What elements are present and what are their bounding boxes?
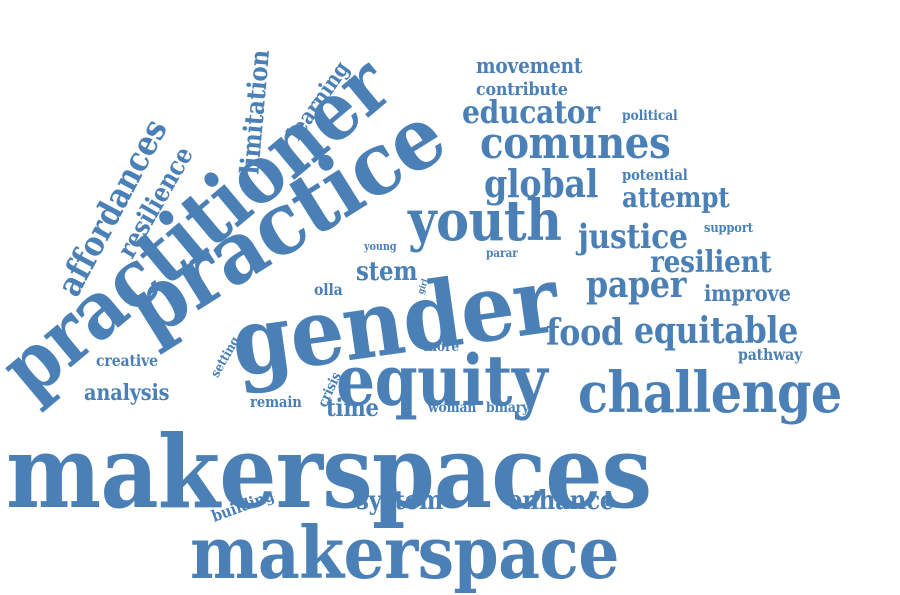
- word-makerspace: makerspace: [190, 510, 619, 595]
- word-resilient: resilient: [650, 245, 772, 280]
- word-global: global: [484, 160, 599, 206]
- word-justice: justice: [578, 216, 688, 257]
- word-attempt: attempt: [622, 180, 730, 214]
- word-comunes: comunes: [480, 117, 671, 169]
- word-educator: educator: [462, 93, 600, 132]
- word-remain: remain: [250, 393, 302, 411]
- word-more: more: [424, 338, 460, 355]
- word-stem: stem: [356, 257, 418, 288]
- word-time: time: [326, 392, 379, 422]
- word-movement: movement: [476, 53, 583, 79]
- word-woman: woman: [428, 399, 477, 416]
- word-equity: equity: [336, 339, 548, 422]
- word-improve: improve: [704, 281, 791, 308]
- word-makerspaces: makerspaces: [6, 413, 652, 531]
- word-olla: olla: [314, 280, 343, 300]
- word-pathway: pathway: [738, 345, 803, 365]
- word-support: support: [704, 220, 753, 236]
- word-enhance: enhance: [508, 486, 615, 517]
- word-food: food: [546, 312, 623, 355]
- word-system: system: [356, 486, 444, 517]
- word-equitable: equitable: [634, 310, 799, 353]
- word-challenge: challenge: [578, 360, 842, 427]
- word-political: political: [622, 107, 678, 124]
- word-youth: youth: [408, 188, 562, 255]
- word-binary: binary: [486, 399, 530, 416]
- word-young: young: [364, 240, 397, 254]
- word-contribute: contribute: [476, 78, 568, 100]
- word-potential: potential: [622, 166, 688, 184]
- word-paper: paper: [586, 264, 687, 307]
- word-analysis: analysis: [84, 380, 170, 407]
- word-creative: creative: [96, 351, 158, 371]
- word-parar: parar: [486, 246, 518, 261]
